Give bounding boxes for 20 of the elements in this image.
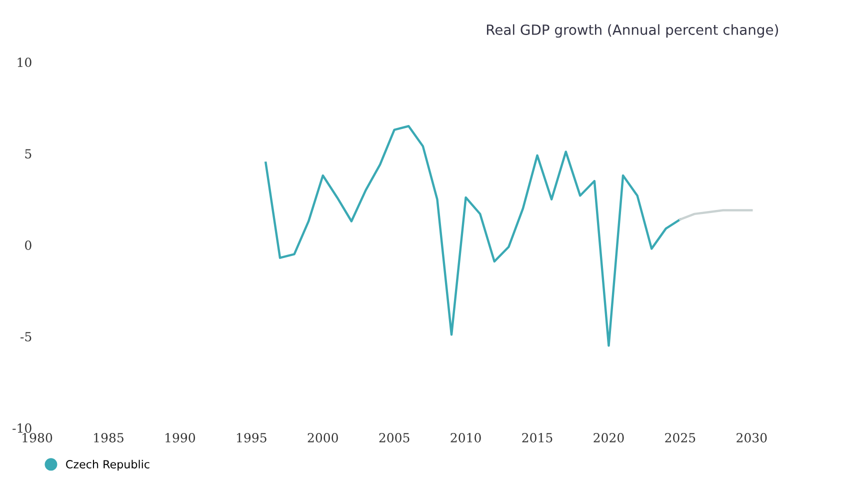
chart-title: Real GDP growth (Annual percent change) [486, 24, 778, 38]
legend-label: Czech Republic [66, 460, 150, 471]
y-tick-label: -5 [20, 332, 32, 342]
x-tick-label: 2000 [308, 433, 338, 442]
y-tick-label: 0 [25, 240, 32, 250]
x-tick-label: 1995 [237, 433, 266, 442]
x-tick-label: 2010 [450, 433, 481, 442]
x-tick-label: 2015 [522, 433, 552, 442]
y-tick-label: 5 [25, 149, 32, 158]
x-tick-label: 2020 [594, 433, 624, 442]
line-series [264, 125, 682, 347]
line-series [679, 209, 753, 221]
x-tick-label: 2030 [736, 433, 767, 442]
x-tick-label: 1990 [166, 433, 196, 442]
x-tick-label: 2005 [379, 433, 410, 442]
y-tick-label: -10 [12, 423, 32, 433]
x-tick-label: 1980 [22, 433, 52, 442]
y-tick-label: 10 [18, 58, 32, 68]
x-tick-label: 1985 [94, 433, 124, 442]
x-tick-label: 2025 [665, 433, 696, 442]
